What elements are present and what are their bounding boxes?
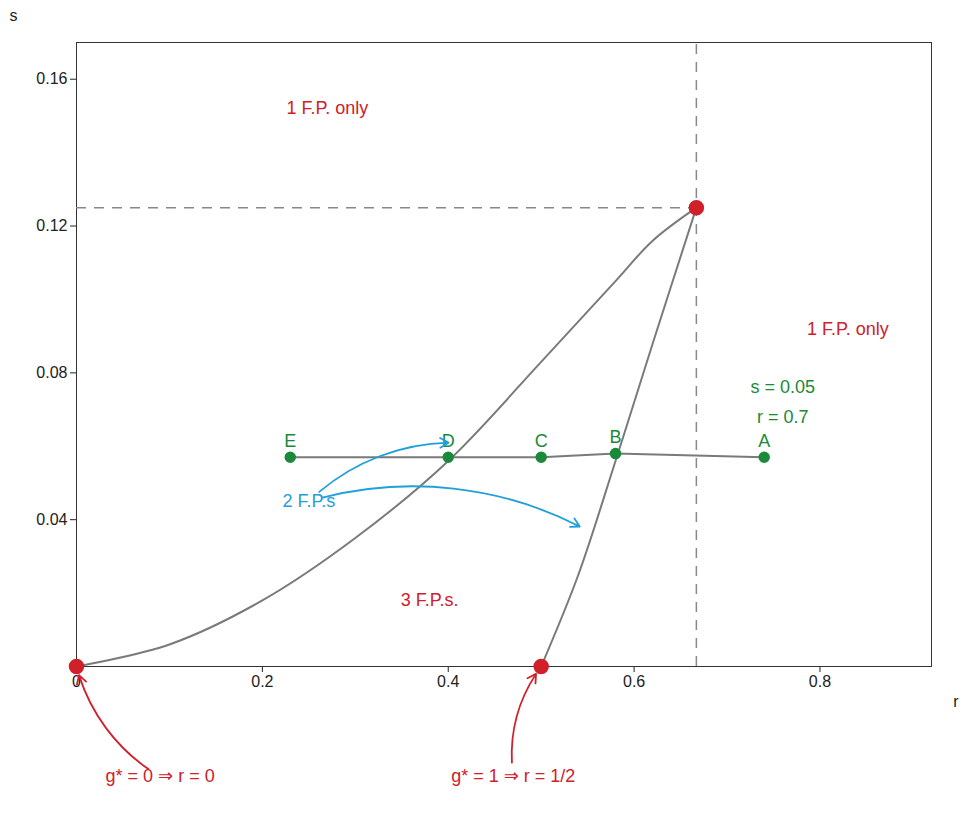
svg-text:1 F.P. only: 1 F.P. only: [287, 98, 369, 118]
svg-text:r: r: [953, 693, 959, 710]
svg-text:2 F.P.s: 2 F.P.s: [282, 491, 335, 511]
svg-text:0.12: 0.12: [36, 217, 67, 234]
svg-text:1 F.P. only: 1 F.P. only: [807, 319, 889, 339]
svg-text:0.04: 0.04: [36, 511, 67, 528]
svg-text:0.4: 0.4: [437, 673, 459, 690]
svg-text:D: D: [442, 431, 455, 451]
svg-text:s = 0.05: s = 0.05: [751, 377, 816, 397]
svg-text:0.6: 0.6: [623, 673, 645, 690]
svg-text:0.08: 0.08: [36, 364, 67, 381]
svg-text:s: s: [10, 7, 18, 24]
svg-text:0.8: 0.8: [809, 673, 831, 690]
svg-text:g* = 0 ⇒ r = 0: g* = 0 ⇒ r = 0: [106, 766, 215, 786]
svg-text:r = 0.7: r = 0.7: [757, 407, 809, 427]
svg-text:A: A: [758, 431, 770, 451]
svg-text:0: 0: [72, 672, 81, 690]
svg-text:B: B: [610, 427, 622, 447]
svg-text:0.16: 0.16: [36, 70, 67, 87]
svg-text:g* = 1 ⇒ r = 1/2: g* = 1 ⇒ r = 1/2: [451, 766, 575, 786]
svg-text:3 F.P.s.: 3 F.P.s.: [401, 590, 459, 610]
svg-text:0.2: 0.2: [251, 673, 273, 690]
svg-text:C: C: [535, 431, 548, 451]
svg-text:E: E: [284, 431, 296, 451]
